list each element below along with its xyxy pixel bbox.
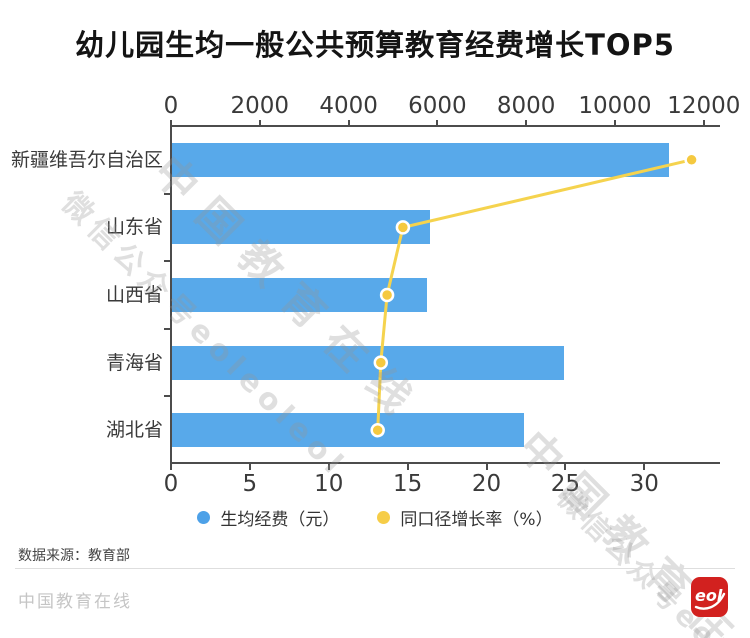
legend-label: 生均经费（元） xyxy=(220,509,340,530)
svg-text:eol: eol xyxy=(695,586,723,605)
plot-area xyxy=(170,125,720,464)
eol-logo: eol xyxy=(691,577,728,617)
category-axis-tick xyxy=(164,260,170,263)
category-label: 山东省 xyxy=(105,216,163,239)
category-label: 新疆维吾尔自治区 xyxy=(10,148,163,171)
category-axis-tick xyxy=(164,395,170,398)
value-axis-tick-label: 4000 xyxy=(319,93,378,119)
bar-山东省 xyxy=(172,210,430,245)
percent-axis-tick xyxy=(485,464,488,470)
value-axis-tick-label: 8000 xyxy=(496,93,556,119)
bar-青海省 xyxy=(172,345,565,380)
percent-axis-tick-label: 20 xyxy=(471,471,502,497)
percent-axis-tick-label: 15 xyxy=(392,471,423,497)
percent-axis-tick-label: 10 xyxy=(314,471,344,497)
percent-axis-tick-label: 25 xyxy=(550,471,581,497)
value-axis-tick xyxy=(347,120,350,126)
legend-item: 同口径增长率（%） xyxy=(377,505,553,530)
percent-axis-tick-label: 0 xyxy=(163,471,179,497)
bar-湖北省 xyxy=(172,413,524,448)
value-axis-tick-label: 10000 xyxy=(578,93,652,119)
percent-axis-tick xyxy=(327,464,330,470)
legend: 生均经费（元） 同口径增长率（%） xyxy=(0,503,750,531)
percent-axis-tick-label: 30 xyxy=(629,471,659,497)
category-axis-tick xyxy=(164,192,170,195)
value-axis-tick xyxy=(258,120,261,126)
legend-marker-icon xyxy=(197,510,211,524)
legend-item: 生均经费（元） xyxy=(197,505,339,530)
value-axis-tick xyxy=(613,120,616,126)
value-axis-tick xyxy=(525,120,528,126)
percent-axis-tick xyxy=(248,464,251,470)
value-axis-tick-label: 2000 xyxy=(230,93,290,119)
footer-brand: 中国教育在线 xyxy=(18,592,132,612)
value-axis-tick-label: 6000 xyxy=(408,93,467,119)
footer-divider xyxy=(15,568,735,569)
value-axis-tick-label: 12000 xyxy=(667,93,741,119)
category-label: 湖北省 xyxy=(105,419,163,442)
percent-axis-tick xyxy=(406,464,409,470)
percent-axis-tick xyxy=(170,464,172,470)
value-axis-tick xyxy=(436,120,439,126)
bar-新疆维吾尔自治区 xyxy=(172,142,670,177)
bar-山西省 xyxy=(172,278,427,312)
category-label: 山西省 xyxy=(105,284,163,306)
value-axis-tick-label: 0 xyxy=(163,93,179,119)
value-axis-tick xyxy=(702,120,705,126)
legend-marker-icon xyxy=(377,510,391,524)
category-axis-tick xyxy=(164,327,170,330)
value-axis-tick xyxy=(170,120,172,126)
percent-axis-tick xyxy=(643,464,646,470)
legend-label: 同口径增长率（%） xyxy=(400,509,553,530)
eol-logo-icon: eol xyxy=(691,577,728,617)
chart-title: 幼儿园生均一般公共预算教育经费增长TOP5 xyxy=(75,28,675,62)
percent-axis-tick-label: 5 xyxy=(242,471,258,497)
data-source: 数据来源：教育部 xyxy=(18,548,130,564)
category-label: 青海省 xyxy=(105,351,163,374)
percent-axis-tick xyxy=(564,464,567,470)
